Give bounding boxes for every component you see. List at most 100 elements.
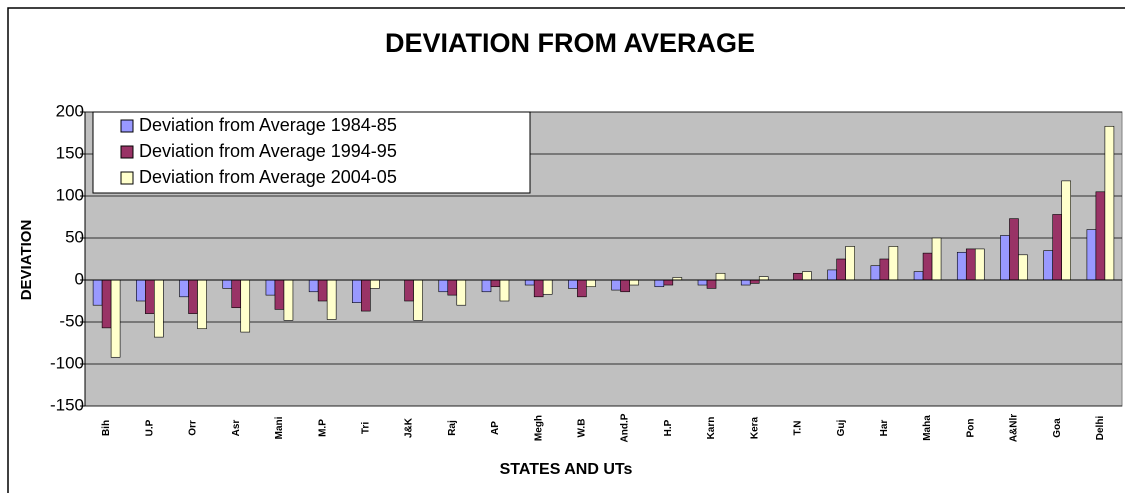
bar xyxy=(370,279,380,289)
bar xyxy=(154,279,164,338)
bar xyxy=(110,279,121,358)
bar xyxy=(611,279,621,291)
x-tick-label: W.B xyxy=(577,419,588,438)
x-tick-label: And.P xyxy=(620,413,631,442)
bar xyxy=(197,279,207,330)
bar xyxy=(481,279,492,293)
bar xyxy=(931,237,942,281)
bar xyxy=(240,279,251,333)
bar xyxy=(438,279,449,293)
bar xyxy=(1052,214,1062,281)
bar xyxy=(317,279,328,302)
x-tick-label: T.N xyxy=(793,421,804,436)
bar xyxy=(620,279,630,293)
x-axis-label: STATES AND UTs xyxy=(500,461,633,478)
legend-box xyxy=(92,111,531,194)
bar xyxy=(283,279,294,321)
bar xyxy=(447,279,458,296)
x-tick-label: Karn xyxy=(706,417,717,440)
x-tick-label: A&Nlr xyxy=(1009,414,1020,442)
bar xyxy=(715,272,726,281)
bar xyxy=(663,279,674,286)
x-tick-label: Guj xyxy=(836,419,847,436)
y-tick-label: 200 xyxy=(56,101,84,120)
bar xyxy=(274,279,285,310)
bar xyxy=(92,279,103,306)
bar xyxy=(577,279,587,298)
x-tick-label: Pon xyxy=(965,419,976,438)
y-tick-label: 0 xyxy=(75,269,84,288)
x-tick-label: M.P xyxy=(317,419,328,437)
x-tick-label: Maha xyxy=(922,415,933,441)
bar xyxy=(913,271,924,281)
bar xyxy=(145,279,155,314)
bar xyxy=(1000,235,1010,281)
x-tick-label: Megh xyxy=(533,415,544,441)
legend-swatch xyxy=(120,145,134,159)
bar xyxy=(499,279,510,302)
bar xyxy=(965,248,976,281)
x-tick-label: Tri xyxy=(360,422,371,434)
y-tick-label: -50 xyxy=(59,311,84,330)
y-tick-label: 50 xyxy=(65,227,84,246)
x-tick-label: Delhi xyxy=(1095,416,1106,441)
y-tick-label: 150 xyxy=(56,143,84,162)
x-tick-label: H.P xyxy=(663,419,674,436)
x-tick-label: Bih xyxy=(101,420,112,436)
x-tick-label: Mani xyxy=(274,416,285,439)
bar xyxy=(654,279,665,288)
legend-swatch xyxy=(120,171,134,185)
bar xyxy=(629,279,639,286)
bar xyxy=(568,279,578,289)
bar xyxy=(231,279,242,309)
bar xyxy=(326,279,337,320)
x-tick-label: Asr xyxy=(231,420,242,437)
bar xyxy=(179,279,189,298)
bar xyxy=(1104,125,1115,281)
bar xyxy=(1095,191,1106,281)
bar xyxy=(922,252,933,281)
bar xyxy=(879,258,890,281)
bar xyxy=(793,272,803,281)
bar xyxy=(456,279,467,306)
x-tick-label: U.P xyxy=(144,419,155,436)
bar xyxy=(1009,218,1019,281)
x-tick-label: J&K xyxy=(404,417,415,438)
bar xyxy=(490,279,501,288)
x-tick-label: AP xyxy=(490,421,501,435)
x-tick-label: Goa xyxy=(1052,418,1063,438)
bar xyxy=(1086,229,1097,281)
bar xyxy=(188,279,198,314)
bar xyxy=(888,246,899,281)
legend-label: Deviation from Average 1984-85 xyxy=(139,115,397,135)
bar xyxy=(352,279,362,303)
bar xyxy=(1043,250,1053,281)
bar xyxy=(361,279,371,312)
bar xyxy=(524,279,535,286)
bar xyxy=(101,279,112,329)
bar xyxy=(845,246,855,281)
bar xyxy=(542,279,553,295)
bar xyxy=(222,279,233,289)
bar xyxy=(697,279,708,286)
bar xyxy=(740,279,751,286)
bar xyxy=(1061,180,1071,281)
y-tick-label: -100 xyxy=(50,353,84,372)
bar xyxy=(802,271,812,281)
x-tick-label: Orr xyxy=(188,420,199,436)
legend-label: Deviation from Average 2004-05 xyxy=(139,167,397,187)
y-axis-label: DEVIATION xyxy=(18,220,35,301)
bar xyxy=(586,279,596,288)
bar xyxy=(870,265,881,281)
bar xyxy=(308,279,319,293)
x-tick-label: Har xyxy=(879,420,890,437)
bar xyxy=(413,279,423,321)
bar xyxy=(706,279,717,289)
bar xyxy=(758,276,769,281)
x-tick-label: Kera xyxy=(749,416,760,439)
bar xyxy=(749,279,760,284)
legend-swatch xyxy=(120,119,134,133)
bar xyxy=(956,251,967,281)
x-tick-label: Raj xyxy=(447,420,458,436)
